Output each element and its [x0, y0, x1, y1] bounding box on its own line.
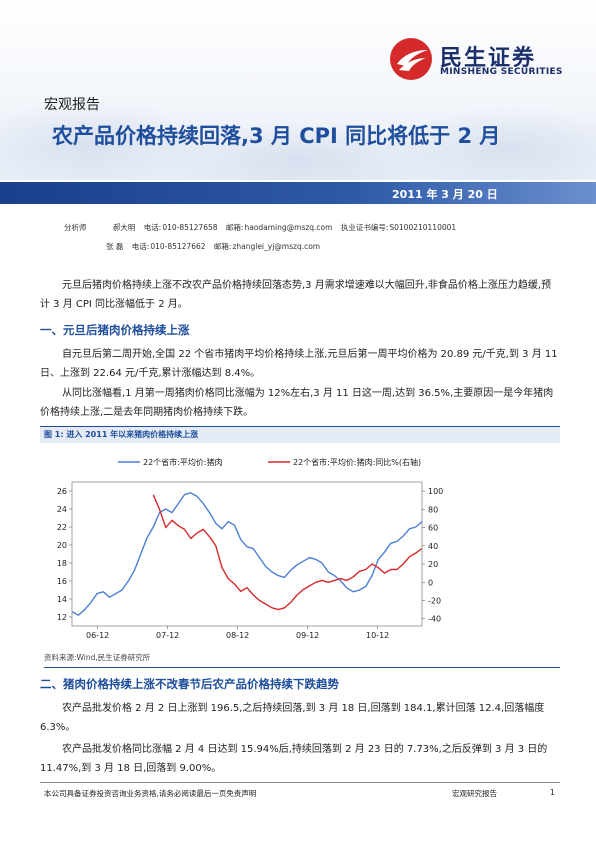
y-right-tick-label: 0	[428, 578, 433, 587]
report-type: 宏观报告	[44, 97, 100, 113]
analyst-label: 分析师	[64, 223, 87, 232]
section-2-paragraph-2: 农产品批发价格同比涨幅 2 月 4 日达到 15.94%后,持续回落到 2 月 …	[40, 744, 548, 774]
minsheng-logo-icon	[390, 38, 432, 80]
section-1-title: 一、元旦后猪肉价格持续上涨	[40, 323, 190, 337]
y-left-tick-label: 14	[57, 595, 67, 604]
y-left-tick-label: 16	[57, 577, 67, 586]
section-1-paragraph-2: 从同比涨幅看,1 月第一周猪肉价格同比涨幅为 12%左右,3 月 11 日这一周…	[40, 388, 554, 418]
section-2-paragraph-1: 农产品批发价格 2 月 2 日上涨到 196.5,之后持续回落,到 3 月 18…	[40, 703, 545, 733]
logo-chinese: 民生证券	[440, 46, 537, 71]
intro-paragraph: 元旦后猪肉价格持续上涨不改农产品价格持续回落态势,3 月需求增速难以大幅回升,非…	[40, 280, 552, 310]
legend-label: 22个省市:平均价:猪肉	[143, 457, 223, 467]
analyst-email[interactable]: haodaming@mszq.com	[244, 223, 333, 232]
chart-legend: 22个省市:平均价:猪肉 22个省市:平均价:猪肉:同比%(右轴)	[118, 457, 421, 467]
x-tick-label: 08-12	[226, 631, 249, 640]
page-number: 1	[550, 788, 555, 797]
analyst-name: 张 磊	[106, 242, 124, 251]
email-label: 邮箱:	[213, 242, 232, 251]
y-left-tick-label: 22	[57, 523, 67, 532]
y-left-tick-label: 26	[57, 487, 67, 496]
x-tick-label: 06-12	[86, 631, 109, 640]
y-right-tick-label: 100	[428, 487, 443, 496]
y-left-tick-label: 12	[57, 613, 67, 622]
y-right-tick-label: -40	[428, 615, 441, 624]
figure-caption-bar	[40, 426, 560, 443]
y-left-tick-label: 18	[57, 559, 67, 568]
phone-label: 电话:	[143, 223, 162, 232]
email-label: 邮箱:	[225, 223, 244, 232]
analyst-email[interactable]: zhanglei_yj@mszq.com	[232, 242, 321, 251]
analyst-phone: 010-85127662	[150, 242, 206, 251]
analyst-row-2: 张 磊 电话:010-85127662 邮箱:zhanglei_yj@mszq.…	[64, 241, 326, 252]
analyst-phone: 010-85127658	[162, 223, 218, 232]
y-right-tick-label: 40	[428, 542, 438, 551]
report-date: 2011 年 3 月 20 日	[392, 188, 498, 201]
footer-divider	[40, 782, 560, 783]
analyst-row-1: 分析师 郝大明 电话:010-85127658 邮箱:haodaming@msz…	[64, 222, 462, 233]
pork-price-chart: 22个省市:平均价:猪肉 22个省市:平均价:猪肉:同比%(右轴) 2624222…	[57, 457, 443, 640]
x-tick-label: 07-12	[156, 631, 179, 640]
analyst-name: 郝大明	[112, 223, 136, 232]
y-left-tick-label: 24	[57, 505, 67, 514]
section-1-paragraph-1: 自元旦后第二周开始,全国 22 个省市猪肉平均价格持续上涨,元旦后第一周平均价格…	[40, 349, 558, 379]
header-background	[0, 0, 596, 180]
date-bar	[0, 182, 596, 204]
chart-axes: 26 24 22 20 18 16 14 12 100 80 60 40 20 0 -20 -40 06-12 0…	[57, 481, 443, 640]
footer-report-label: 宏观研究报告	[452, 789, 497, 798]
cert-label: 执业证书编号:	[340, 223, 389, 232]
y-right-tick-label: 80	[428, 505, 438, 514]
footer-disclaimer: 本公司具备证券投资咨询业务资格,请务必阅读最后一页免责声明	[44, 789, 257, 798]
figure-source: 资料来源:Wind,民生证券研究所	[44, 652, 560, 668]
chart-plot	[71, 492, 423, 616]
legend-label: 22个省市:平均价:猪肉:同比%(右轴)	[293, 457, 421, 467]
y-right-tick-label: -20	[428, 596, 441, 605]
x-tick-label: 09-12	[296, 631, 319, 640]
series-line-1	[71, 492, 423, 616]
logo-english: MINSHENG SECURITIES	[440, 67, 563, 77]
plot-frame	[71, 481, 423, 627]
series-line-2	[152, 494, 423, 611]
y-right-tick-label: 60	[428, 524, 438, 533]
y-left-tick-label: 20	[57, 541, 67, 550]
analyst-cert: S0100210110001	[389, 223, 457, 232]
section-2-title: 二、猪肉价格持续上涨不改春节后农产品价格持续下跌趋势	[40, 677, 339, 691]
figure-caption: 图 1: 进入 2011 年以来猪肉价格持续上涨	[44, 430, 199, 439]
page-title: 农产品价格持续回落,3 月 CPI 同比将低于 2 月	[52, 124, 501, 148]
y-right-tick-label: 20	[428, 560, 438, 569]
x-tick-label: 10-12	[366, 631, 389, 640]
phone-label: 电话:	[131, 242, 150, 251]
